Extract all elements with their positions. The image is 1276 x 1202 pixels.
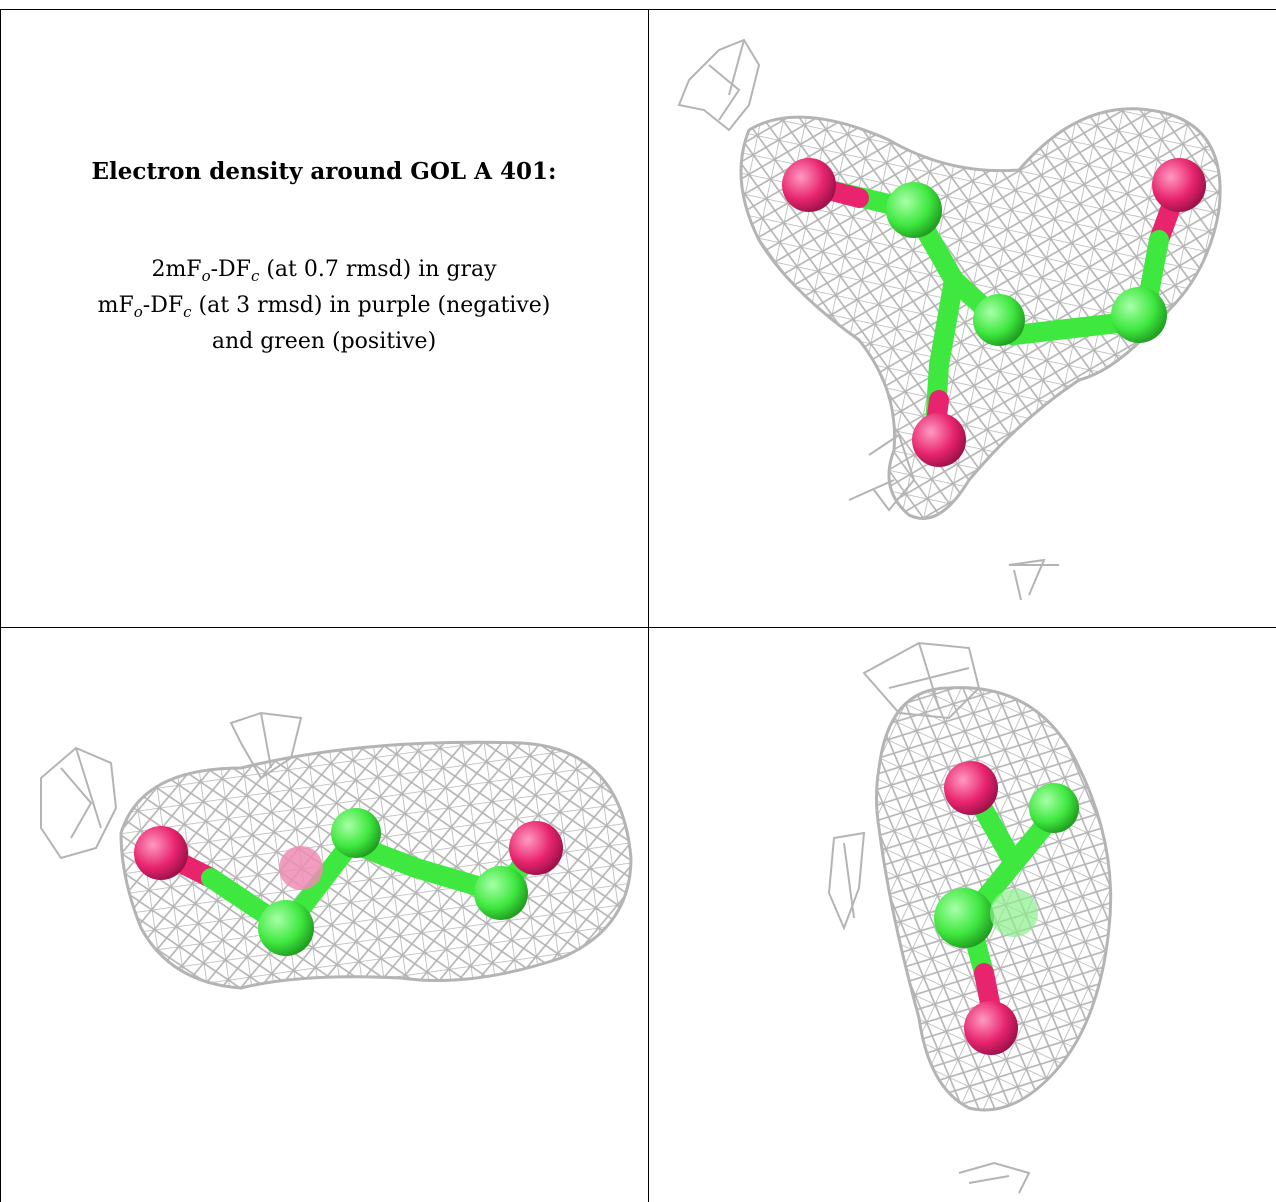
density-render-top-right (677, 38, 1222, 601)
legend-line-gray: 2mFo-DFc (at 0.7 rmsd) in gray (151, 257, 497, 285)
oxygen-atom (912, 413, 966, 467)
carbon-atom (1111, 287, 1167, 343)
left-border (0, 9, 1, 1202)
oxygen-atom (279, 846, 323, 890)
mesh-fragment (40, 711, 303, 860)
density-mesh (119, 740, 633, 990)
carbon-atom (934, 888, 994, 948)
density-panel-bottom-left (1, 628, 648, 1202)
density-render-bottom-right (827, 641, 1113, 1194)
carbon-atom (886, 182, 942, 238)
middle-vertical-divider (648, 9, 649, 1202)
carbon-atom (474, 866, 528, 920)
oxygen-atom (944, 761, 998, 815)
legend-line-difference: mFo-DFc (at 3 rmsd) in purple (negative) (97, 293, 551, 321)
oxygen-atom (134, 826, 188, 880)
caption-cell: Electron density around GOL A 401: 2mFo-… (20, 158, 628, 357)
mesh-fragment (677, 38, 1059, 601)
density-panel-bottom-right (649, 628, 1276, 1202)
oxygen-atom (509, 821, 563, 875)
carbon-atom (990, 889, 1038, 937)
oxygen-atom (1152, 158, 1206, 212)
carbon-atom (1029, 783, 1079, 833)
density-render-bottom-left (40, 711, 633, 990)
oxygen-atom (782, 158, 836, 212)
density-panel-top-right (649, 10, 1276, 627)
figure-title: Electron density around GOL A 401: (91, 158, 557, 185)
legend-line-positive: and green (positive) (211, 329, 437, 354)
carbon-atom (258, 900, 314, 956)
middle-horizontal-divider (0, 627, 1276, 628)
oxygen-atom (964, 1001, 1018, 1055)
carbon-atom (331, 808, 381, 858)
top-border (0, 9, 1276, 10)
carbon-atom (973, 294, 1025, 346)
